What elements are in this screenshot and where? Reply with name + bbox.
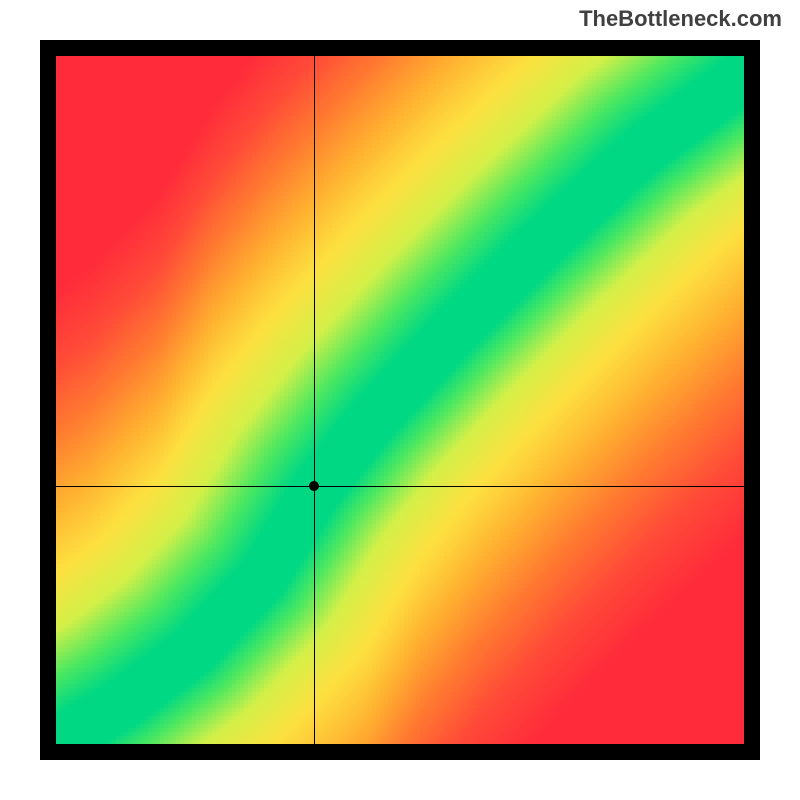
plot-inner [56, 56, 744, 744]
plot-frame [40, 40, 760, 760]
attribution-text: TheBottleneck.com [579, 6, 782, 32]
heatmap-canvas [56, 56, 744, 744]
chart-container: TheBottleneck.com [0, 0, 800, 800]
